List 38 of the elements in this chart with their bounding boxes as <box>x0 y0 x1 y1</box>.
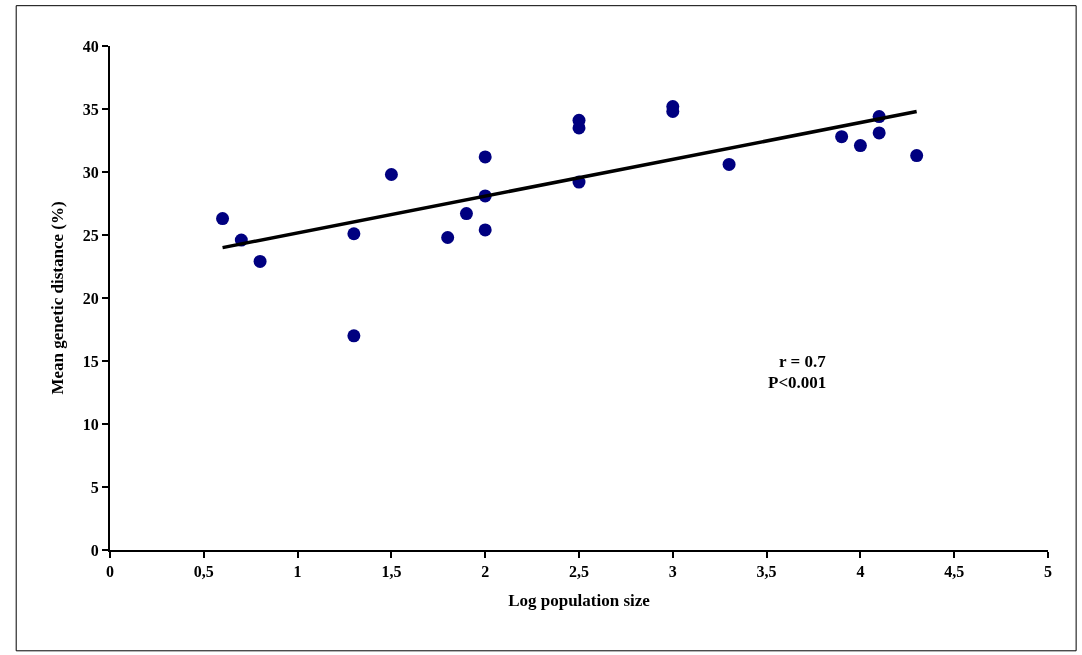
x-tick-label: 0,5 <box>193 563 214 581</box>
point <box>347 227 361 241</box>
x-tick-label: 4,5 <box>944 563 965 581</box>
point <box>216 212 230 226</box>
point <box>835 130 849 144</box>
x-tick-label: 2 <box>481 563 490 581</box>
x-tick-label: 2,5 <box>569 563 589 581</box>
y-tick-label: 25 <box>82 226 99 244</box>
point <box>722 157 736 171</box>
y-tick-label: 30 <box>82 163 99 181</box>
annotation: r = 0.7 <box>779 352 827 371</box>
annotation: P<0.001 <box>768 373 827 392</box>
x-tick-label: 5 <box>1044 563 1052 581</box>
point <box>872 126 886 140</box>
y-tick-label: 5 <box>90 478 99 496</box>
point <box>910 149 924 163</box>
point <box>253 254 267 268</box>
y-tick-label: 35 <box>82 100 99 118</box>
y-tick-label: 20 <box>82 289 99 307</box>
y-tick-label: 0 <box>90 541 99 559</box>
x-tick-label: 0 <box>106 563 114 581</box>
point <box>459 207 473 221</box>
point <box>441 231 455 245</box>
y-tick-label: 40 <box>82 37 99 55</box>
point <box>478 150 492 164</box>
x-tick-label: 3 <box>668 563 677 581</box>
point <box>347 329 361 343</box>
x-tick-label: 1,5 <box>381 563 402 581</box>
point <box>853 139 867 153</box>
point <box>478 223 492 237</box>
y-tick-label: 15 <box>82 352 99 370</box>
x-tick-label: 3,5 <box>756 563 777 581</box>
x-tick-label: 1 <box>293 563 302 581</box>
y-tick-label: 10 <box>82 415 99 433</box>
point <box>384 168 398 182</box>
y-axis-title: Mean genetic distance (%) <box>47 201 67 395</box>
x-tick-label: 4 <box>856 563 865 581</box>
x-axis-title: Log population size <box>508 591 651 611</box>
